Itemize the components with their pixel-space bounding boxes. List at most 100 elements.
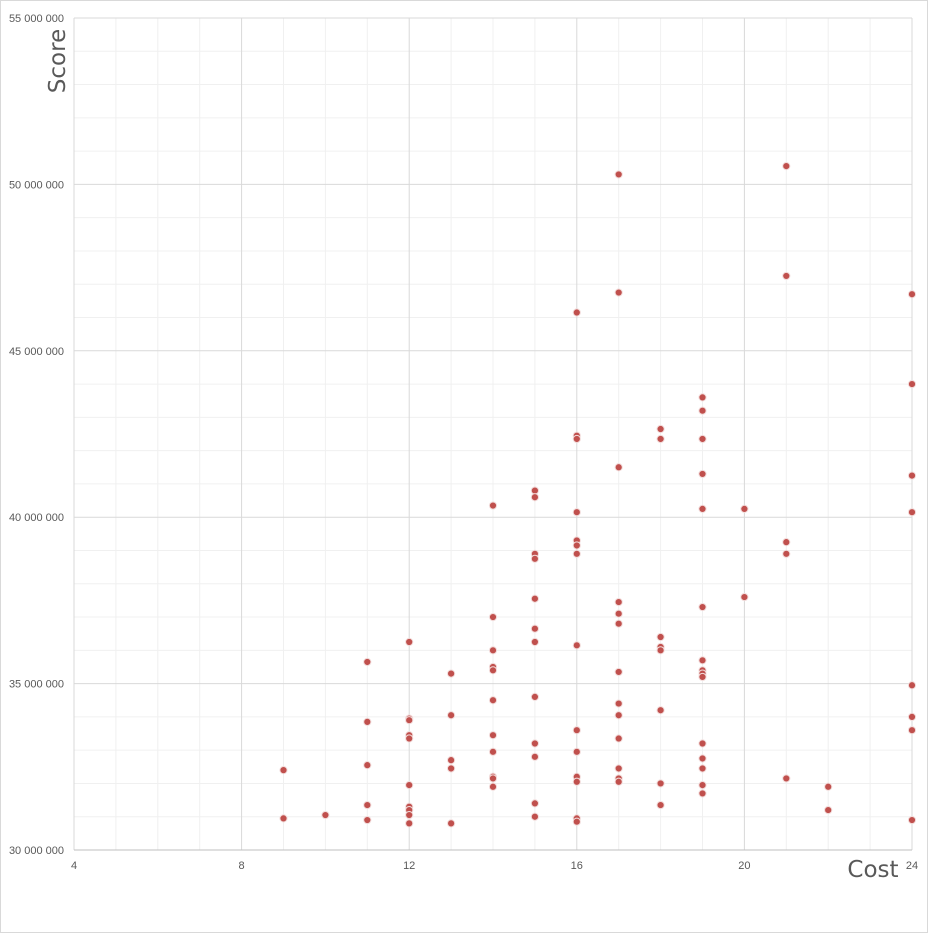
data-point: [530, 692, 540, 702]
data-point: [614, 667, 623, 677]
data-point: [572, 817, 581, 826]
data-point: [656, 646, 665, 655]
data-point: [907, 712, 917, 721]
data-point: [530, 486, 540, 495]
data-point: [405, 810, 414, 820]
x-axis-title: Cost: [847, 857, 898, 883]
data-point: [572, 641, 581, 650]
data-point: [782, 549, 791, 558]
x-axis-tick-labels: 4 8 12 16 20 24: [71, 860, 918, 872]
data-point: [405, 716, 414, 725]
data-point: [572, 434, 581, 444]
data-point: [405, 734, 414, 743]
data-point: [530, 493, 540, 502]
y-tick-label: 45 000 000: [9, 346, 64, 358]
data-point: [363, 657, 372, 667]
data-point: [488, 696, 498, 705]
x-tick-label: 16: [571, 860, 583, 872]
data-point: [405, 819, 414, 828]
data-point: [363, 717, 372, 726]
y-tick-label: 35 000 000: [9, 679, 64, 691]
data-point: [488, 731, 498, 740]
major-gridlines: [73, 17, 913, 851]
data-point: [405, 637, 414, 647]
data-point: [363, 800, 372, 810]
data-point: [614, 764, 623, 773]
data-point: [363, 815, 372, 825]
data-point: [656, 434, 665, 444]
data-point: [572, 549, 581, 558]
data-point: [447, 669, 456, 678]
data-point: [698, 754, 707, 763]
data-point: [488, 782, 498, 791]
y-tick-label: 50 000 000: [9, 179, 64, 191]
data-point: [572, 777, 581, 786]
data-point: [614, 288, 623, 297]
data-point: [698, 764, 707, 773]
data-point: [572, 726, 581, 735]
data-point: [572, 747, 581, 756]
data-point: [907, 726, 917, 735]
data-point: [321, 810, 330, 820]
data-point: [530, 739, 540, 748]
data-point: [782, 271, 791, 281]
data-point: [614, 170, 623, 179]
data-point: [782, 774, 791, 783]
minor-gridlines: [74, 18, 912, 850]
data-point: [907, 290, 917, 299]
data-point: [698, 739, 707, 748]
data-point: [824, 805, 833, 815]
data-point: [530, 554, 540, 563]
data-point: [572, 508, 581, 517]
data-point: [488, 666, 498, 675]
data-point: [907, 508, 917, 517]
y-axis-title: Score: [45, 29, 71, 93]
data-point: [488, 646, 498, 655]
data-points: [279, 161, 917, 828]
data-point: [530, 624, 540, 633]
data-point: [656, 632, 665, 642]
data-point: [488, 774, 498, 783]
data-point: [698, 789, 707, 798]
y-tick-label: 40 000 000: [9, 512, 64, 524]
data-point: [530, 637, 540, 647]
x-tick-label: 12: [403, 860, 415, 872]
data-point: [530, 752, 540, 761]
data-point: [279, 814, 288, 823]
data-point: [698, 393, 707, 402]
x-tick-label: 8: [239, 860, 245, 872]
data-point: [698, 602, 707, 612]
data-point: [530, 594, 540, 603]
data-point: [447, 764, 456, 773]
data-point: [614, 777, 623, 786]
y-tick-label: 55 000 000: [9, 13, 64, 25]
data-point: [698, 469, 707, 479]
data-point: [614, 463, 623, 472]
data-point: [782, 161, 791, 171]
data-point: [698, 656, 707, 665]
data-point: [824, 782, 833, 791]
data-point: [907, 379, 917, 389]
data-point: [363, 761, 372, 770]
x-tick-label: 4: [71, 860, 77, 872]
data-point: [698, 672, 707, 682]
data-point: [907, 815, 917, 825]
x-tick-label: 24: [906, 860, 918, 872]
x-tick-label: 20: [738, 860, 750, 872]
data-point: [656, 424, 665, 434]
data-point: [488, 747, 498, 756]
data-point: [614, 734, 623, 743]
data-point: [740, 504, 749, 513]
y-tick-label: 30 000 000: [9, 845, 64, 857]
data-point: [488, 612, 498, 622]
data-point: [614, 711, 623, 720]
data-point: [488, 501, 498, 510]
data-point: [614, 609, 623, 618]
data-point: [447, 756, 456, 765]
data-point: [279, 766, 288, 775]
data-point: [782, 538, 791, 547]
data-point: [656, 706, 665, 715]
data-point: [907, 681, 917, 690]
